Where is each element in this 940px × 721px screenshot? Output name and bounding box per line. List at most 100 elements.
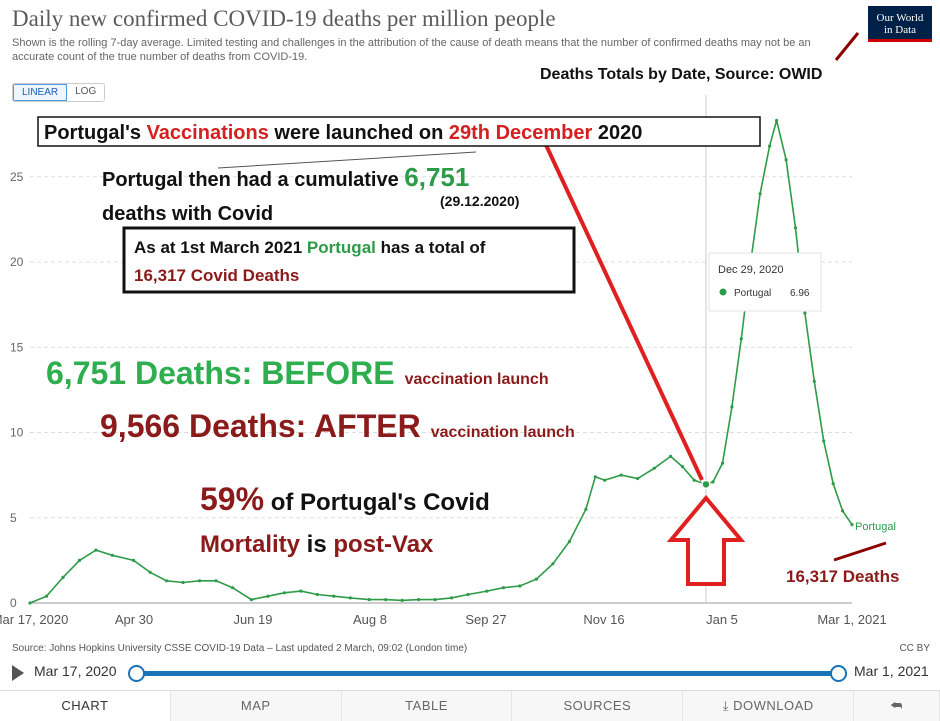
logo-line-2: in Data bbox=[883, 24, 917, 36]
series-point bbox=[198, 579, 202, 583]
owid-logo[interactable]: Our World in Data bbox=[868, 6, 932, 42]
launch-banner-box bbox=[37, 116, 761, 147]
tooltip-date: Dec 29, 2020 bbox=[718, 264, 783, 276]
x-tick-label: Mar 17, 2020 bbox=[0, 612, 68, 627]
chart-title: Daily new confirmed COVID-19 deaths per … bbox=[12, 6, 556, 31]
total-annotation-line2: 16,317 Covid Deaths bbox=[134, 266, 299, 285]
y-tick-label: 25 bbox=[10, 170, 24, 184]
x-tick-label: Nov 16 bbox=[583, 612, 624, 627]
series-point bbox=[739, 337, 743, 341]
timeline-end-label: Mar 1, 2021 bbox=[854, 663, 929, 679]
series-point bbox=[417, 598, 421, 602]
tab-download[interactable]: ⤓ DOWNLOAD bbox=[683, 691, 855, 721]
total-pointer-line bbox=[833, 541, 887, 562]
series-point bbox=[110, 553, 114, 557]
series-point bbox=[501, 586, 505, 590]
tab-table[interactable]: TABLE bbox=[342, 691, 513, 721]
percent-annotation-line2: Mortality is post-Vax bbox=[200, 531, 434, 558]
series-point bbox=[803, 311, 807, 315]
x-tick-label: Jan 5 bbox=[706, 612, 738, 627]
cumulative-annotation: Portugal then had a cumulative 6,751 bbox=[102, 162, 469, 192]
series-point bbox=[44, 594, 49, 598]
final-total-label: 16,317 Deaths bbox=[786, 567, 899, 586]
series-point bbox=[812, 379, 816, 383]
percent-annotation: 59% of Portugal's Covid bbox=[200, 481, 490, 517]
series-point bbox=[132, 558, 136, 563]
series-point bbox=[603, 478, 607, 482]
scale-toggle: LINEAR LOG bbox=[12, 83, 106, 102]
series-point bbox=[551, 562, 555, 566]
highlight-point[interactable] bbox=[701, 479, 711, 490]
series-point bbox=[636, 476, 640, 481]
x-tick-label: Mar 1, 2021 bbox=[817, 612, 886, 627]
series-point bbox=[315, 592, 319, 597]
tab-sources[interactable]: SOURCES bbox=[512, 691, 684, 721]
tab-map[interactable]: MAP bbox=[171, 691, 342, 721]
series-point bbox=[768, 144, 772, 148]
x-tick-label: Jun 19 bbox=[233, 612, 272, 627]
before-annotation: 6,751 Deaths: BEFORE vaccination launch bbox=[46, 355, 549, 391]
launch-pointer-line bbox=[544, 144, 704, 481]
timeline: Mar 17, 2020 Mar 1, 2021 bbox=[0, 658, 940, 688]
launch-banner: Portugal's Vaccinations were launched on… bbox=[44, 122, 642, 144]
series-point bbox=[165, 579, 169, 583]
log-scale-button[interactable]: LOG bbox=[67, 84, 105, 101]
series-point bbox=[593, 475, 597, 479]
series-point bbox=[466, 592, 470, 597]
series-point bbox=[77, 558, 82, 563]
y-tick-label: 0 bbox=[10, 596, 17, 610]
timeline-end-handle[interactable] bbox=[830, 665, 847, 682]
tab-download-label: DOWNLOAD bbox=[733, 698, 814, 713]
series-point bbox=[28, 601, 32, 605]
series-point bbox=[148, 570, 152, 574]
license-link[interactable]: CC BY bbox=[899, 643, 930, 654]
series-point bbox=[61, 575, 65, 580]
series-point bbox=[793, 226, 798, 230]
series-point bbox=[433, 598, 437, 602]
tooltip: Dec 29, 2020 Portugal 6.96 bbox=[708, 252, 822, 312]
tooltip-box bbox=[708, 252, 822, 312]
tab-bar: CHART MAP TABLE SOURCES ⤓ DOWNLOAD ⮪ bbox=[0, 690, 940, 721]
series-point bbox=[214, 579, 218, 583]
source-annotation: Deaths Totals by Date, Source: OWID bbox=[540, 66, 823, 83]
series-point bbox=[249, 598, 253, 602]
series-point bbox=[181, 580, 185, 585]
chart-canvas: 0 5 10 15 20 25 Mar 17, 2020 Apr 30 Jun 19 Aug 8… bbox=[0, 32, 899, 627]
series-points bbox=[28, 118, 854, 605]
series-point bbox=[758, 192, 762, 196]
y-axis-ticks: 0 5 10 15 20 25 bbox=[10, 170, 24, 610]
x-tick-label: Aug 8 bbox=[353, 612, 387, 627]
total-annotation: As at 1st March 2021 Portugal has a tota… bbox=[134, 238, 486, 257]
series-point bbox=[332, 594, 336, 598]
series-point bbox=[518, 584, 522, 588]
timeline-track[interactable] bbox=[136, 671, 838, 676]
series-point bbox=[534, 577, 539, 581]
series-point bbox=[692, 478, 696, 482]
series-point bbox=[652, 466, 656, 470]
tooltip-country: Portugal bbox=[734, 288, 771, 299]
tooltip-swatch bbox=[719, 288, 727, 296]
share-icon[interactable]: ⮪ bbox=[854, 691, 940, 721]
timeline-start-handle[interactable] bbox=[128, 665, 145, 682]
series-point bbox=[348, 596, 352, 600]
series-point bbox=[282, 591, 286, 595]
y-tick-label: 15 bbox=[10, 340, 24, 354]
series-point bbox=[299, 589, 303, 593]
series-point bbox=[784, 158, 788, 162]
play-icon[interactable] bbox=[12, 665, 24, 681]
tab-chart[interactable]: CHART bbox=[0, 691, 171, 721]
series-point bbox=[720, 461, 725, 465]
x-axis-ticks: Mar 17, 2020 Apr 30 Jun 19 Aug 8 Sep 27 Nov 1… bbox=[0, 612, 887, 627]
y-tick-label: 5 bbox=[10, 511, 17, 525]
series-point bbox=[619, 473, 623, 477]
series-point bbox=[450, 596, 454, 600]
download-icon: ⤓ bbox=[722, 698, 729, 713]
series-point bbox=[584, 507, 588, 511]
series-point bbox=[231, 586, 235, 590]
linear-scale-button[interactable]: LINEAR bbox=[13, 84, 68, 101]
y-tick-label: 10 bbox=[10, 426, 24, 440]
series-point bbox=[680, 465, 685, 469]
source-pointer-line bbox=[834, 32, 860, 61]
y-tick-label: 20 bbox=[10, 255, 24, 269]
series-point bbox=[384, 598, 388, 602]
